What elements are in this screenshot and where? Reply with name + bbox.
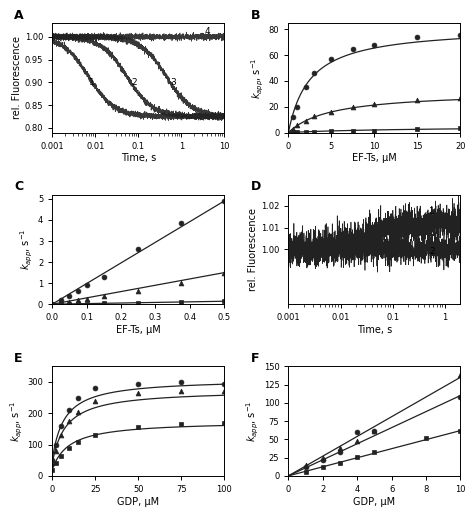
X-axis label: Time, s: Time, s bbox=[120, 153, 156, 163]
Text: E: E bbox=[14, 352, 23, 365]
Text: 2: 2 bbox=[429, 247, 435, 256]
X-axis label: GDP, μM: GDP, μM bbox=[353, 496, 395, 507]
Text: D: D bbox=[251, 180, 261, 193]
X-axis label: EF-Ts, μM: EF-Ts, μM bbox=[116, 325, 161, 335]
Y-axis label: rel. Fluorescence: rel. Fluorescence bbox=[248, 208, 258, 291]
Y-axis label: $k_{app}$, s$^{-1}$: $k_{app}$, s$^{-1}$ bbox=[250, 57, 266, 98]
Text: 2: 2 bbox=[132, 78, 137, 87]
Text: 3: 3 bbox=[170, 78, 176, 87]
X-axis label: GDP, μM: GDP, μM bbox=[117, 496, 159, 507]
Y-axis label: $k_{app}$, s$^{-1}$: $k_{app}$, s$^{-1}$ bbox=[245, 400, 261, 442]
Text: A: A bbox=[14, 9, 24, 22]
Text: 1: 1 bbox=[429, 208, 435, 216]
Text: 4: 4 bbox=[205, 27, 210, 37]
X-axis label: Time, s: Time, s bbox=[357, 325, 392, 335]
Y-axis label: $k_{app}$, s$^{-1}$: $k_{app}$, s$^{-1}$ bbox=[9, 400, 25, 442]
Text: B: B bbox=[251, 9, 260, 22]
Text: C: C bbox=[14, 180, 24, 193]
Y-axis label: rel. Fluorescence: rel. Fluorescence bbox=[12, 36, 22, 119]
Text: F: F bbox=[251, 352, 259, 365]
X-axis label: EF-Ts, μM: EF-Ts, μM bbox=[352, 153, 397, 163]
Text: 1: 1 bbox=[89, 78, 94, 87]
Y-axis label: $k_{app}$, s$^{-1}$: $k_{app}$, s$^{-1}$ bbox=[19, 229, 35, 270]
